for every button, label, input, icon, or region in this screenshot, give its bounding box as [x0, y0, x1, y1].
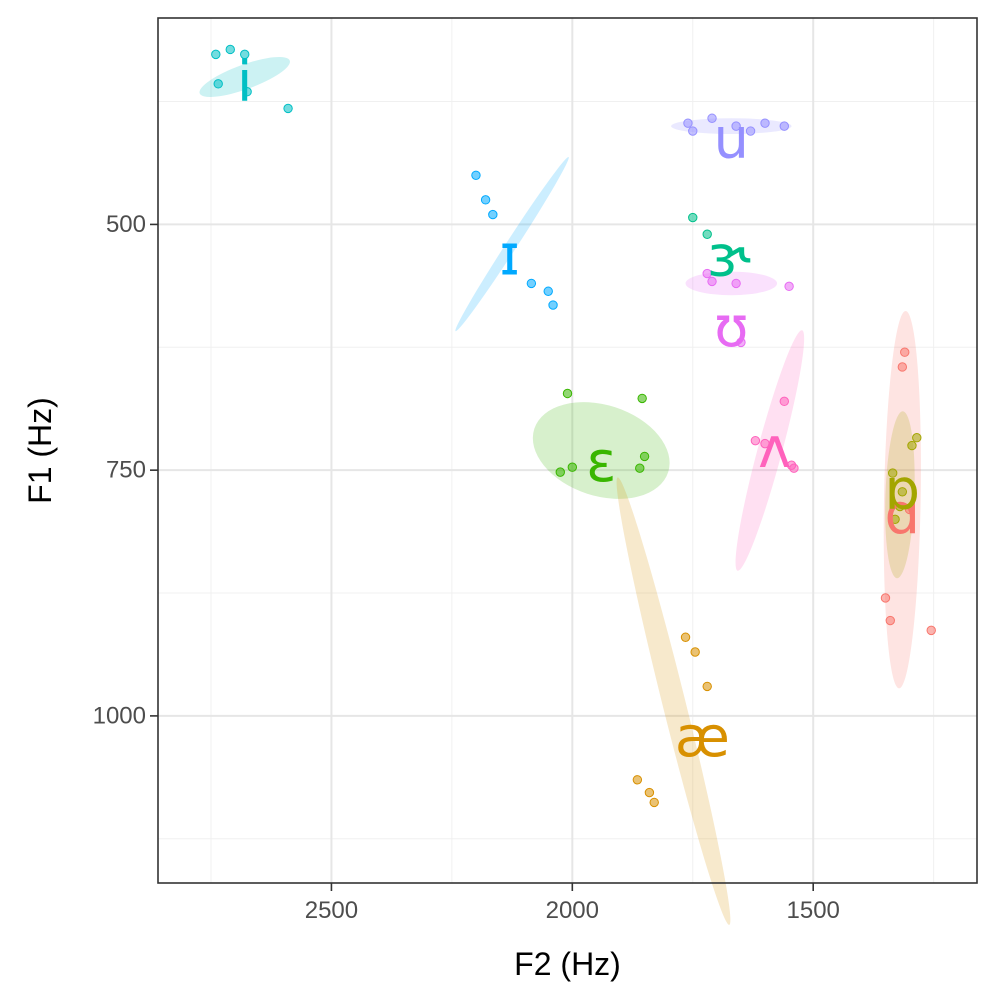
vowel-label-ɪ: ɪ: [499, 223, 520, 288]
data-point-ʌ: [779, 396, 789, 407]
data-point-i: [240, 49, 250, 60]
x-tick-label: 2000: [546, 897, 599, 924]
data-point-i: [242, 87, 252, 97]
data-point-ɛ: [555, 467, 565, 477]
minor-grid: [158, 18, 977, 883]
data-points: [211, 44, 936, 808]
confidence-ellipses: [199, 56, 921, 925]
data-point-ɝ: [702, 229, 712, 239]
data-point-æ: [649, 797, 659, 808]
vowel-label-ɒ: ɒ: [885, 457, 921, 522]
data-point-æ: [644, 787, 655, 798]
data-point-ʊ: [707, 276, 717, 287]
data-point-ɛ: [637, 393, 647, 404]
data-point-ɒ: [887, 468, 898, 478]
vowel-label-ʊ: ʊ: [714, 295, 749, 360]
data-point-ʊ: [784, 281, 794, 292]
x-tick-label: 2500: [305, 897, 358, 924]
vowel-label-u: u: [714, 106, 750, 171]
data-point-ɑ: [885, 615, 895, 626]
y-tick-label: 750: [106, 457, 146, 484]
vowel-label-i: i: [237, 49, 253, 114]
data-point-u: [683, 118, 693, 128]
data-point-ɝ: [688, 212, 698, 223]
data-point-i: [213, 79, 223, 89]
data-point-u: [731, 121, 741, 131]
x-axis-title: F2 (Hz): [514, 946, 621, 982]
data-point-ʊ: [702, 268, 712, 279]
data-point-ɑ: [904, 504, 915, 515]
axis-tick-labels: 2500 2000 1500 500 750 1000: [93, 211, 840, 924]
vowel-label-ɝ: ɝ: [707, 224, 751, 289]
data-point-ɑ: [897, 362, 908, 372]
data-point-u: [779, 121, 789, 131]
data-point-ʊ: [731, 278, 741, 289]
data-point-ɪ: [548, 300, 558, 310]
data-point-ɪ: [488, 209, 498, 220]
data-point-æ: [702, 681, 712, 692]
data-point-u: [707, 113, 717, 123]
panel-border: [157, 17, 978, 884]
axis-ticks: [150, 223, 815, 891]
data-point-æ: [632, 775, 643, 785]
vowel-label-ɑ: ɑ: [885, 482, 921, 547]
ellipse-ʌ: [735, 330, 805, 571]
ellipse-æ: [616, 477, 731, 925]
ellipse-i: [199, 56, 290, 97]
data-point-ɒ: [897, 487, 908, 497]
data-point-ɒ: [912, 433, 922, 443]
data-point-ʌ: [789, 463, 799, 473]
data-point-æ: [680, 632, 691, 642]
data-point-u: [745, 126, 756, 136]
major-grid: [158, 18, 977, 883]
data-point-ʌ: [760, 438, 770, 449]
data-point-ɒ: [890, 514, 900, 525]
data-point-u: [688, 126, 698, 136]
data-point-ɪ: [471, 170, 481, 180]
data-point-ɪ: [526, 278, 537, 289]
y-axis-title: F1 (Hz): [22, 397, 58, 504]
data-point-ɒ: [907, 440, 917, 451]
data-point-ɛ: [567, 462, 578, 472]
vowel-label-ɛ: ɛ: [586, 430, 616, 495]
data-point-ʊ: [736, 337, 746, 348]
data-point-i: [283, 103, 293, 114]
data-point-ʌ: [750, 435, 761, 446]
ellipse-ɛ: [532, 402, 670, 499]
y-tick-label: 1000: [93, 702, 146, 729]
ellipse-ɑ: [883, 310, 921, 689]
data-point-ɪ: [480, 195, 491, 205]
vowel-label-ʌ: ʌ: [758, 416, 791, 481]
data-point-ɑ: [900, 347, 910, 357]
ellipse-ɪ: [455, 156, 569, 332]
y-tick-label: 500: [106, 211, 146, 238]
data-point-u: [760, 118, 770, 128]
data-point-ɪ: [543, 286, 553, 296]
data-point-i: [225, 44, 235, 55]
data-point-ɒ: [895, 501, 905, 512]
vowel-label-æ: æ: [675, 705, 730, 770]
data-point-ɛ: [639, 451, 650, 462]
data-point-ɑ: [880, 593, 891, 603]
data-point-i: [211, 49, 221, 60]
data-point-ɑ: [926, 625, 936, 636]
x-tick-label: 1500: [787, 897, 840, 924]
data-point-ɛ: [562, 388, 573, 399]
data-point-ɛ: [635, 463, 645, 473]
data-point-æ: [690, 647, 700, 657]
